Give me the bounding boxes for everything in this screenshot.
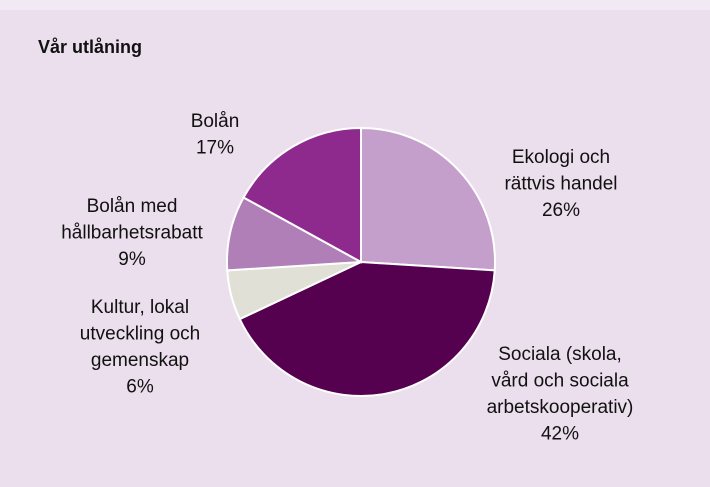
pie-slice bbox=[360, 126, 496, 272]
value-label: 17% bbox=[196, 138, 234, 159]
value-label: 42% bbox=[541, 424, 579, 445]
slice-label: utveckling och bbox=[80, 324, 200, 345]
slice-label: rättvis handel bbox=[504, 174, 617, 195]
value-label: 6% bbox=[126, 377, 154, 398]
slice-label: Kultur, lokal bbox=[91, 297, 189, 318]
slice-label: Bolån med bbox=[87, 196, 178, 217]
slice-label: Bolån bbox=[191, 111, 240, 132]
value-label: 26% bbox=[542, 200, 580, 221]
value-label: 9% bbox=[118, 249, 146, 270]
slice-label: arbetskooperativ) bbox=[487, 397, 634, 418]
slice-label: vård och sociala bbox=[491, 371, 629, 392]
pie-slice bbox=[242, 126, 362, 264]
slice-label: Sociala (skola, bbox=[498, 344, 622, 365]
slice-label: gemenskap bbox=[91, 350, 189, 371]
pie-slice bbox=[238, 260, 496, 397]
slice-label: hållbarhetsrabatt bbox=[61, 223, 203, 244]
top-edge bbox=[0, 0, 710, 10]
slice-label: Ekologi och bbox=[512, 147, 610, 168]
chart-title: Vår utlåning bbox=[38, 37, 142, 57]
